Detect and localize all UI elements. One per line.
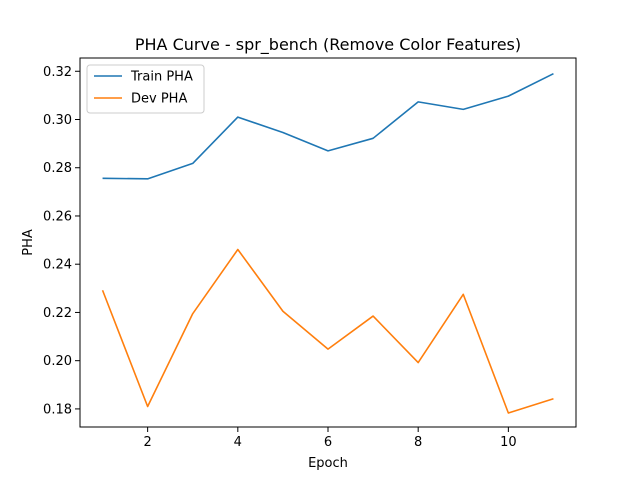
y-tick-label: 0.32 bbox=[43, 65, 72, 80]
y-axis-label: PHA bbox=[21, 229, 36, 256]
plot-area-frame bbox=[79, 57, 577, 428]
x-tick-label: 4 bbox=[234, 435, 242, 450]
y-tick-label: 0.18 bbox=[43, 402, 72, 417]
x-tick-label: 10 bbox=[500, 435, 517, 450]
legend-box bbox=[86, 64, 205, 114]
legend-label-dev-pha: Dev PHA bbox=[131, 92, 187, 107]
series-line-dev-pha bbox=[101, 248, 554, 414]
legend-label-train-pha: Train PHA bbox=[130, 70, 193, 85]
legend: Train PHA Dev PHA bbox=[86, 64, 205, 114]
x-tick-label: 6 bbox=[324, 435, 332, 450]
x-axis-label: Epoch bbox=[308, 456, 348, 471]
y-tick-label: 0.24 bbox=[43, 258, 72, 273]
series-line-train-pha bbox=[102, 72, 554, 180]
y-tick-label: 0.26 bbox=[43, 209, 72, 224]
y-tick-label: 0.20 bbox=[43, 354, 72, 369]
chart-title: PHA Curve - spr_bench (Remove Color Feat… bbox=[135, 35, 521, 55]
series-lines bbox=[101, 72, 554, 414]
x-tick-label: 2 bbox=[143, 435, 151, 450]
y-tick-label: 0.30 bbox=[43, 113, 72, 128]
y-tick-label: 0.22 bbox=[43, 306, 72, 321]
axis-ticks: 2 4 6 8 10 0.18 0.20 0.22 0.24 0.26 0.28 0.30 0.32 bbox=[43, 65, 517, 450]
y-tick-label: 0.28 bbox=[43, 161, 72, 176]
x-tick-label: 8 bbox=[414, 435, 422, 450]
